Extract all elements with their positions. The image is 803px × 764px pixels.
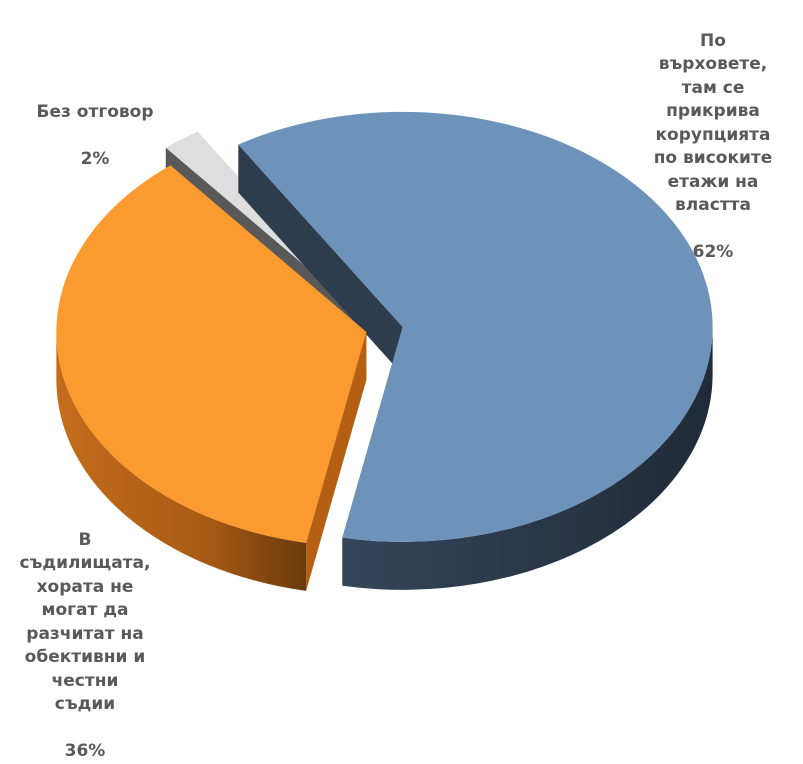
pie-slice-0-cut-0 — [238, 144, 403, 375]
pie-slice-1-side-0 — [56, 332, 307, 591]
slice-label-2: Без отговор 2% — [10, 77, 180, 171]
pie-slice-0-top — [238, 111, 713, 542]
slice-label-0-value: 62% — [692, 242, 734, 262]
slice-label-0: По върховете, там се прикрива корупцията… — [628, 6, 798, 265]
slice-label-2-text: Без отговор — [36, 101, 154, 122]
slice-label-2-value: 2% — [80, 148, 110, 169]
pie-slice-0 — [238, 111, 713, 590]
slice-label-1-text: В съдилищата, хората не могат да разчита… — [19, 529, 151, 715]
pie-slice-1-cut-0 — [306, 332, 367, 591]
slice-label-1: В съдилищата, хората не могат да разчита… — [0, 505, 170, 764]
pie-slice-1 — [56, 165, 367, 591]
pie-slice-1-top — [56, 165, 367, 543]
slice-label-1-value: 36% — [64, 741, 106, 761]
slice-label-0-text: По върховете, там се прикрива корупцията… — [653, 30, 773, 216]
pie-slice-0-side-0 — [342, 326, 713, 590]
